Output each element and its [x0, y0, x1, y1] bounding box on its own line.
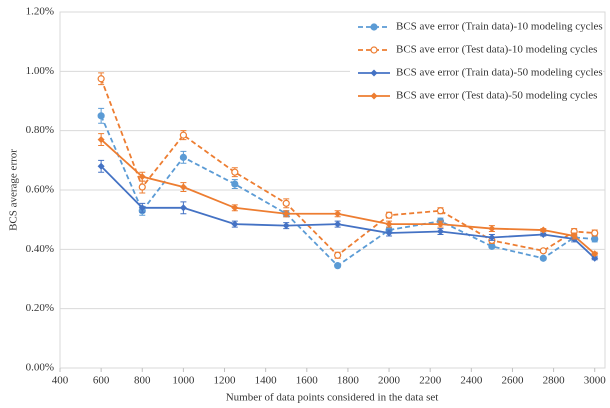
x-tick-label: 1400: [255, 375, 278, 387]
x-tick-label: 2600: [501, 375, 524, 387]
marker: [539, 226, 547, 234]
marker: [539, 231, 547, 238]
marker: [179, 183, 187, 191]
series-line: [100, 78, 595, 257]
marker: [591, 250, 599, 258]
marker: [334, 251, 342, 259]
x-tick-label: 1200: [214, 375, 237, 387]
x-tick-label: 1000: [172, 375, 195, 387]
marker: [436, 207, 445, 215]
x-tick-label: 2000: [378, 375, 401, 387]
legend-box: [350, 16, 603, 108]
marker: [231, 204, 239, 212]
legend-label: BCS ave error (Train data)-50 modeling c…: [396, 67, 603, 79]
marker: [370, 23, 378, 31]
marker: [488, 225, 496, 233]
marker: [334, 220, 342, 228]
y-tick-label: 0.40%: [26, 243, 54, 255]
x-axis-label: Number of data points considered in the …: [226, 392, 439, 404]
x-tick-label: 800: [134, 375, 151, 387]
marker: [97, 162, 105, 170]
marker: [97, 112, 105, 120]
marker: [570, 232, 578, 240]
marker: [97, 75, 105, 83]
x-tick-label: 600: [93, 375, 110, 387]
x-tick-label: 1800: [337, 375, 360, 387]
series-line: [100, 115, 595, 267]
x-tick-label: 1600: [296, 375, 319, 387]
marker: [179, 153, 187, 161]
marker: [436, 228, 444, 236]
marker: [138, 173, 146, 181]
marker: [231, 180, 239, 188]
marker: [591, 229, 599, 237]
legend-label: BCS ave error (Train data)-10 modeling c…: [396, 21, 603, 33]
x-tick-label: 400: [52, 375, 69, 387]
marker: [179, 131, 187, 139]
y-tick-label: 0.20%: [26, 302, 54, 314]
y-axis-label: BCS average error: [8, 149, 20, 231]
x-tick-label: 2200: [419, 375, 442, 387]
y-tick-label: 0.80%: [26, 124, 54, 136]
marker: [97, 136, 105, 144]
series-line: [100, 165, 596, 259]
marker: [591, 254, 599, 262]
marker: [370, 92, 378, 100]
marker: [488, 242, 496, 250]
marker: [282, 222, 290, 230]
marker: [282, 199, 290, 207]
x-tick-label: 2800: [543, 375, 566, 387]
marker: [282, 210, 290, 218]
marker: [385, 211, 393, 219]
marker: [385, 220, 393, 228]
y-tick-label: 1.00%: [26, 65, 54, 77]
legend-label: BCS ave error (Test data)-10 modeling cy…: [396, 44, 597, 56]
marker: [370, 46, 378, 54]
marker: [539, 254, 547, 262]
marker: [539, 247, 547, 255]
marker: [138, 204, 146, 212]
marker: [370, 69, 378, 77]
x-tick-label: 3000: [584, 375, 607, 387]
x-tick-label: 2400: [460, 375, 483, 387]
legend-label: BCS ave error (Test data)-50 modeling cy…: [396, 90, 597, 102]
marker: [231, 168, 239, 176]
marker: [334, 262, 342, 270]
marker: [138, 183, 146, 191]
y-tick-label: 1.20%: [26, 6, 54, 18]
y-tick-label: 0.60%: [26, 184, 54, 196]
marker: [179, 204, 187, 212]
marker: [488, 233, 496, 241]
series-line: [100, 138, 596, 255]
marker: [591, 235, 599, 243]
marker: [334, 210, 342, 218]
marker: [436, 220, 444, 228]
marker: [385, 229, 393, 237]
y-tick-label: 0.00%: [26, 362, 54, 374]
marker: [231, 220, 239, 228]
